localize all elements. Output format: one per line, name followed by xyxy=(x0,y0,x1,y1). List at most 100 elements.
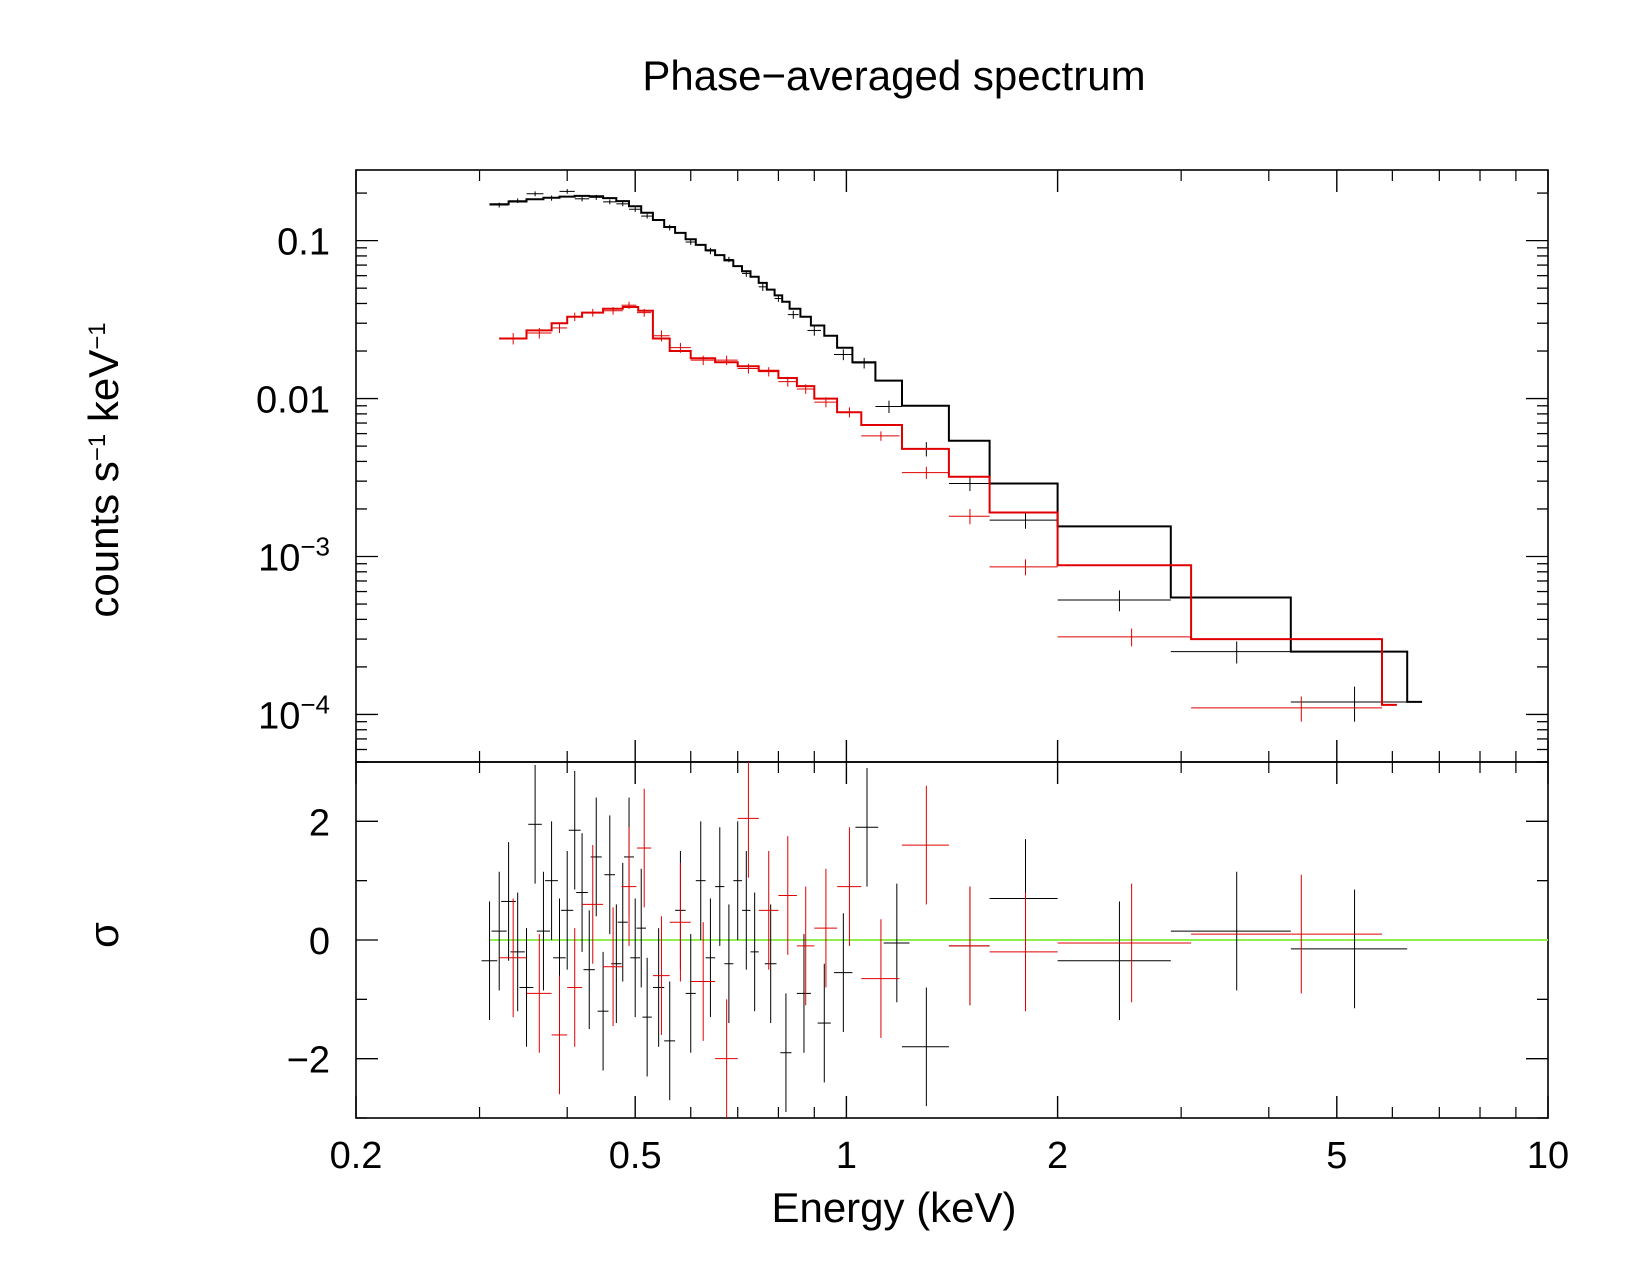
spectrum-data-point xyxy=(559,189,575,194)
residual-data-point xyxy=(695,821,706,940)
residual-data-point xyxy=(604,815,616,935)
residual-data-point xyxy=(603,907,623,1027)
residual-data-point xyxy=(837,827,862,946)
residual-data-point xyxy=(545,821,558,940)
spectrum-plot-area xyxy=(489,189,1423,722)
residual-data-point xyxy=(582,845,604,964)
spectrum-data-point xyxy=(641,213,653,219)
y-label-mid: keV xyxy=(80,350,127,434)
spectrum-data-point xyxy=(875,400,902,414)
y-label-main: counts s xyxy=(80,461,127,617)
residual-data-point xyxy=(1290,889,1408,1009)
y-tick-label: 10−4 xyxy=(258,689,330,737)
x-tick-label: 2 xyxy=(1047,1135,1068,1177)
spectrum-data-point xyxy=(787,310,799,319)
residual-y-tick-label: 2 xyxy=(309,802,330,844)
residual-data-point xyxy=(652,928,665,1047)
residual-data-point xyxy=(817,963,831,1083)
model-step-line-2 xyxy=(499,306,1397,706)
residual-data-point xyxy=(637,788,652,908)
spectrum-data-point xyxy=(758,282,767,291)
residual-data-point xyxy=(742,851,751,970)
spectrum-data-point xyxy=(807,325,821,336)
residual-data-point xyxy=(780,993,792,1113)
x-tick-label: 0.2 xyxy=(330,1135,383,1177)
spectrum-data-point xyxy=(758,367,779,377)
residual-data-point xyxy=(1057,901,1171,1021)
spectrum-data-point xyxy=(1290,686,1408,722)
residual-data-point xyxy=(642,957,652,1077)
y-tick-base: 10 xyxy=(258,695,300,737)
residual-data-point xyxy=(617,862,628,982)
spectrum-data-point xyxy=(737,363,759,374)
y-axis-label-residuals: σ xyxy=(80,922,127,948)
y-tick-label: 10−3 xyxy=(258,532,330,580)
residual-data-point xyxy=(567,928,583,1047)
residual-data-point xyxy=(576,833,588,952)
y-tick-label: 0.1 xyxy=(277,222,330,264)
spectrum-data-point xyxy=(715,355,738,366)
residual-data-point xyxy=(796,886,815,1006)
residual-data-point xyxy=(833,913,853,1032)
y-tick-base: 0.01 xyxy=(256,380,330,422)
spectrum-data-point xyxy=(690,355,716,366)
residual-data-point xyxy=(737,762,759,878)
spectrum-data-point xyxy=(1057,628,1192,647)
residual-data-point xyxy=(1191,874,1383,994)
residual-data-point xyxy=(685,934,696,1053)
residual-data-point xyxy=(764,904,777,1024)
spectrum-data-point xyxy=(774,295,783,302)
residual-data-point xyxy=(536,871,550,991)
residual-data-point xyxy=(855,767,879,887)
residual-data-point xyxy=(778,836,797,955)
residual-data-point xyxy=(583,910,595,1029)
residual-data-point xyxy=(501,842,516,961)
y-tick-exponent: −3 xyxy=(300,532,330,562)
residual-data-point xyxy=(621,827,637,946)
spectrum-data-point xyxy=(603,199,617,205)
residual-data-point xyxy=(491,871,507,991)
y-tick-base: 10 xyxy=(258,538,300,580)
residuals-plot-area xyxy=(481,762,1548,1118)
residual-data-point xyxy=(948,886,990,1006)
spectrum-data-point xyxy=(574,196,590,202)
y-tick-label: 0.01 xyxy=(256,380,330,422)
residual-y-tick-label: 0 xyxy=(309,921,330,963)
x-tick-label: 5 xyxy=(1326,1135,1347,1177)
residual-data-point xyxy=(636,868,646,988)
y-tick-base: 0.1 xyxy=(277,222,330,264)
x-tick-label: 1 xyxy=(836,1135,857,1177)
residual-data-point xyxy=(528,764,542,884)
spectrum-data-point xyxy=(833,349,853,361)
residual-data-point xyxy=(901,785,949,905)
residual-data-point xyxy=(715,999,738,1118)
residual-data-point xyxy=(758,851,779,970)
residual-data-point xyxy=(551,975,568,1095)
residual-data-point xyxy=(1057,883,1192,1003)
residual-data-point xyxy=(630,898,641,1018)
x-tick-label: 10 xyxy=(1527,1135,1569,1177)
spectrum-data-point xyxy=(1057,590,1171,612)
spectrum-data-point xyxy=(901,466,949,479)
spectrum-data-point xyxy=(526,191,544,197)
x-axis-label: Energy (keV) xyxy=(771,1184,1016,1231)
residual-data-point xyxy=(724,904,734,1024)
residual-data-point xyxy=(1170,871,1291,991)
residual-data-point xyxy=(519,928,534,1047)
y-label-sup1: −1 xyxy=(84,434,111,461)
spectrum-data-point xyxy=(948,508,990,525)
spectrum-data-point xyxy=(861,431,900,441)
spectrum-frame xyxy=(355,169,1549,763)
residual-data-point xyxy=(814,868,838,988)
residual-data-point xyxy=(733,821,743,940)
residual-data-point xyxy=(597,951,609,1071)
residual-data-point xyxy=(652,916,670,1035)
spectrum-data-point xyxy=(652,330,670,342)
residual-data-point xyxy=(883,883,910,1003)
residual-data-point xyxy=(861,919,900,1038)
spectrum-data-point xyxy=(989,512,1058,529)
residual-data-point xyxy=(690,922,716,1041)
residual-data-point xyxy=(568,770,581,890)
